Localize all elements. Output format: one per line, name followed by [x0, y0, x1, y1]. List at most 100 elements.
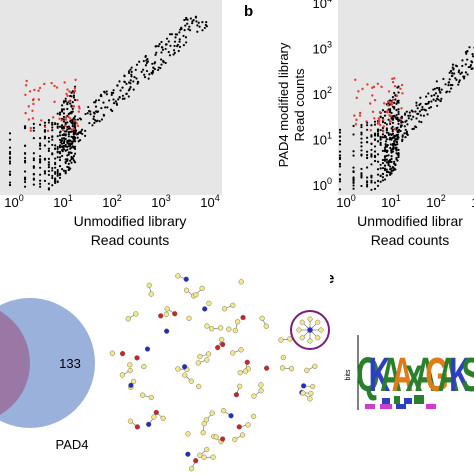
- data-point: [379, 128, 382, 132]
- data-point: [8, 160, 12, 163]
- network-node: [220, 408, 227, 414]
- data-point: [167, 50, 170, 54]
- data-point: [51, 121, 54, 124]
- data-point: [64, 100, 67, 103]
- data-point: [352, 181, 355, 184]
- x-tick-label: 100: [4, 193, 23, 210]
- data-point: [178, 45, 182, 48]
- data-point: [414, 110, 417, 113]
- data-point: [69, 167, 72, 170]
- network-node: [242, 368, 249, 374]
- data-point: [191, 22, 194, 25]
- data-point: [390, 155, 393, 158]
- data-point: [383, 159, 387, 162]
- data-point: [160, 58, 163, 61]
- data-point: [54, 181, 57, 184]
- logo-letter: A: [438, 349, 460, 402]
- data-point: [58, 165, 62, 168]
- data-point: [434, 92, 438, 95]
- data-point: [147, 77, 150, 80]
- data-point: [352, 176, 355, 179]
- data-point-outlier: [78, 107, 81, 110]
- data-point: [393, 101, 396, 104]
- data-point: [104, 106, 107, 109]
- x-tick-label: 101: [53, 193, 72, 210]
- data-point: [145, 69, 149, 73]
- data-point: [32, 137, 35, 140]
- data-point: [144, 64, 148, 67]
- data-point: [385, 168, 388, 171]
- data-point-outlier: [53, 100, 56, 104]
- x-tick-label: 102: [102, 193, 121, 210]
- network-node: [296, 327, 302, 333]
- data-point: [396, 126, 399, 129]
- network-node: [279, 365, 286, 371]
- data-point: [387, 132, 390, 135]
- data-point: [471, 55, 474, 58]
- data-point: [80, 128, 84, 131]
- y-tick-label: 101: [313, 131, 332, 148]
- data-point: [360, 167, 363, 171]
- logo-letter: A: [415, 349, 437, 402]
- data-point: [338, 154, 342, 157]
- data-point: [123, 80, 126, 83]
- data-point: [381, 133, 385, 136]
- network-node: [183, 276, 189, 282]
- data-point: [442, 77, 445, 81]
- data-point: [79, 131, 82, 135]
- data-point: [67, 162, 70, 165]
- data-point: [178, 31, 181, 34]
- data-point: [64, 97, 67, 100]
- data-point-outlier: [33, 88, 36, 92]
- data-point: [165, 37, 169, 40]
- data-point: [47, 149, 51, 152]
- data-point: [151, 69, 155, 73]
- data-point: [396, 143, 399, 146]
- data-point: [376, 133, 380, 136]
- data-point: [160, 63, 163, 66]
- data-point: [365, 176, 369, 179]
- network-node: [210, 454, 216, 460]
- network-node: [201, 421, 207, 427]
- logo-y-axis-label: bits: [345, 369, 352, 380]
- data-point: [23, 152, 27, 155]
- network-node: [172, 311, 178, 317]
- data-point-outlier: [62, 129, 65, 132]
- data-point: [373, 138, 377, 141]
- venn-diagram: 133 PAD4: [0, 298, 95, 452]
- data-point: [152, 66, 155, 69]
- data-point: [448, 90, 451, 93]
- data-point: [115, 102, 118, 105]
- data-point: [370, 179, 373, 182]
- logo-letter: S: [461, 349, 474, 402]
- data-point: [381, 172, 385, 176]
- data-point-outlier: [38, 86, 42, 90]
- data-point: [114, 100, 117, 103]
- x-axis-label-line2: Read counts: [371, 232, 450, 248]
- data-point: [61, 146, 64, 149]
- data-point: [60, 110, 64, 113]
- data-point: [426, 113, 429, 116]
- data-point: [381, 136, 385, 139]
- data-point: [178, 40, 181, 43]
- network-node: [258, 382, 264, 388]
- data-point: [338, 131, 342, 134]
- data-point: [54, 147, 57, 151]
- data-point: [457, 69, 461, 72]
- data-point: [383, 148, 387, 152]
- data-point: [76, 132, 80, 136]
- data-point: [397, 108, 400, 111]
- data-point-outlier: [399, 87, 402, 91]
- data-point-outlier: [53, 84, 56, 88]
- data-point-outlier: [378, 111, 382, 114]
- data-point: [182, 44, 185, 47]
- data-point: [66, 121, 69, 124]
- data-point: [394, 163, 397, 167]
- data-point: [469, 64, 472, 67]
- data-point: [379, 115, 382, 118]
- data-point: [397, 136, 400, 139]
- data-point: [112, 91, 115, 94]
- data-point: [388, 138, 391, 141]
- data-point-outlier: [37, 98, 41, 101]
- data-point: [134, 68, 137, 71]
